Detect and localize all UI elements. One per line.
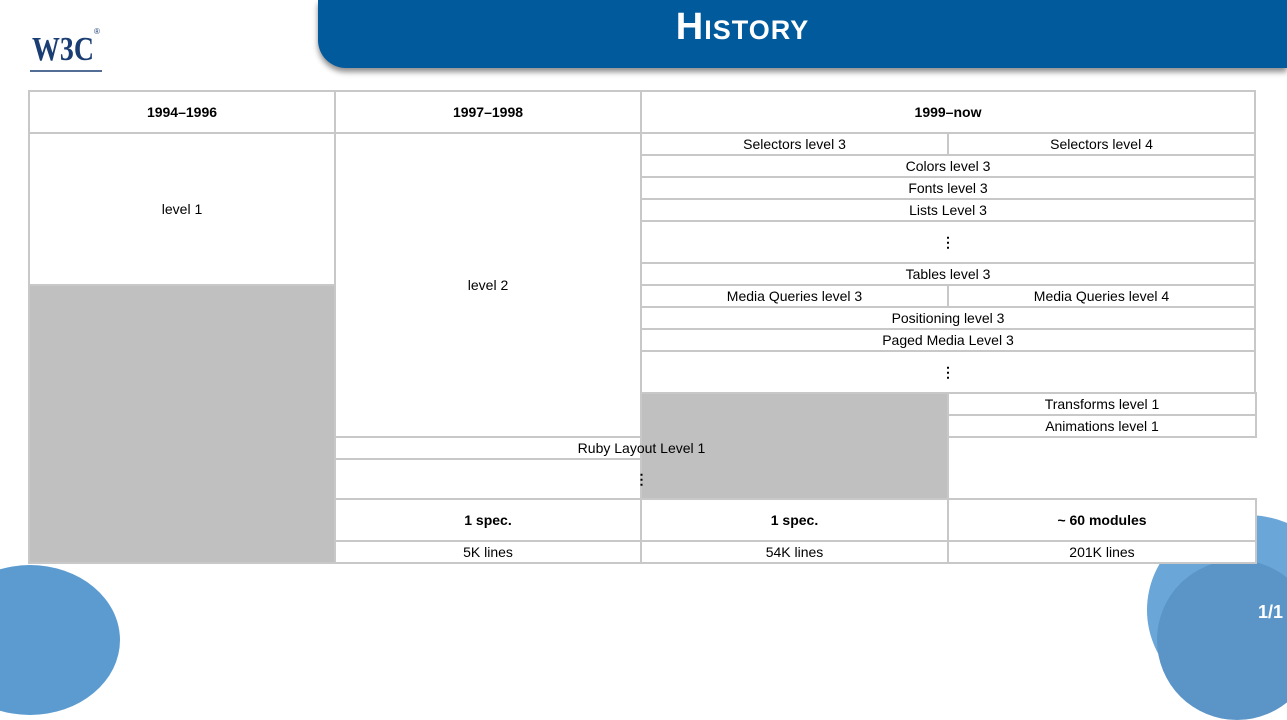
ellipsis-cell: ⋮ [334, 458, 949, 500]
module-cell: Ruby Layout Level 1 [334, 436, 949, 460]
ellipsis-cell: ⋮ [640, 350, 1256, 394]
history-table: 1994–1996 1997–1998 1999–now level 1 lev… [28, 90, 1257, 564]
module-cell: Animations level 1 [947, 414, 1257, 438]
spec-count-1: 1 spec. [334, 498, 642, 542]
w3c-logo: W3C ® [30, 27, 102, 72]
module-cell: Paged Media Level 3 [640, 328, 1256, 352]
module-cell: Transforms level 1 [947, 392, 1257, 416]
css-level-1-cell: level 1 [28, 132, 336, 286]
module-cell: Lists Level 3 [640, 198, 1256, 222]
spec-count-2: 1 spec. [640, 498, 949, 542]
line-count-1: 5K lines [334, 540, 642, 564]
module-cell: Fonts level 3 [640, 176, 1256, 200]
w3c-logo-text: W3C [32, 31, 94, 68]
spec-count-3: ~ 60 modules [947, 498, 1257, 542]
era-header-2: 1997–1998 [334, 90, 642, 134]
page-title: History [675, 6, 810, 48]
module-cell: Positioning level 3 [640, 306, 1256, 330]
line-count-2: 54K lines [640, 540, 949, 564]
era-header-1: 1994–1996 [28, 90, 336, 134]
css-level-2-cell: level 2 [334, 132, 642, 438]
empty-gray-cell [28, 284, 336, 564]
module-cell: Selectors level 4 [947, 132, 1256, 156]
module-cell: Media Queries level 3 [640, 284, 949, 308]
module-cell: Media Queries level 4 [947, 284, 1256, 308]
w3c-logo-registered: ® [94, 27, 100, 36]
era-header-3: 1999–now [640, 90, 1256, 134]
corner-decoration-left [0, 565, 120, 715]
ellipsis-cell: ⋮ [640, 220, 1256, 264]
page-number: 1/1 [1257, 602, 1283, 622]
module-cell: Selectors level 3 [640, 132, 949, 156]
module-cell: Tables level 3 [640, 262, 1256, 286]
line-count-3: 201K lines [947, 540, 1257, 564]
module-cell: Colors level 3 [640, 154, 1256, 178]
title-bar: History [318, 0, 1287, 68]
